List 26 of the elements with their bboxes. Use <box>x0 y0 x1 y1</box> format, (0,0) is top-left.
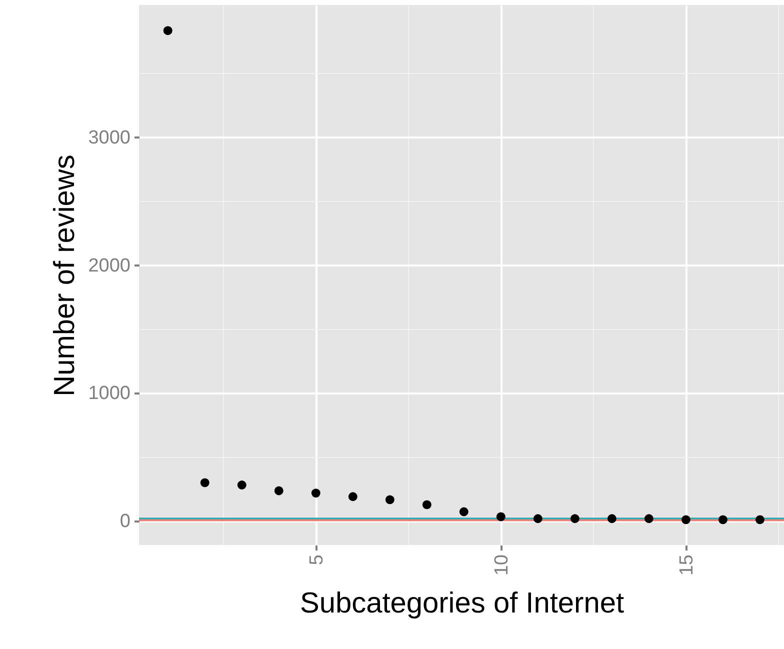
point <box>163 26 172 36</box>
point <box>200 478 210 488</box>
point <box>533 514 542 524</box>
y-tick-label: 0 <box>120 511 130 532</box>
point <box>459 507 468 516</box>
y-tick-label: 1000 <box>88 383 130 404</box>
point <box>311 488 320 498</box>
point <box>644 514 654 524</box>
point <box>422 500 432 510</box>
point <box>385 495 394 504</box>
point <box>681 515 690 524</box>
point <box>718 515 728 524</box>
point <box>237 480 246 490</box>
point <box>274 486 284 496</box>
x-tick-label: 5 <box>306 554 328 566</box>
x-tick-label: 15 <box>676 554 698 576</box>
x-tick-label: 10 <box>491 554 512 576</box>
point <box>607 514 616 524</box>
y-axis-title: Number of reviews <box>49 154 82 396</box>
point <box>348 492 358 502</box>
point <box>570 514 580 524</box>
point <box>496 512 506 522</box>
y-tick-label: 2000 <box>88 255 130 276</box>
y-tick-label: 3000 <box>88 127 130 148</box>
x-axis-title: Subcategories of Internet <box>300 588 624 620</box>
point <box>755 515 764 524</box>
